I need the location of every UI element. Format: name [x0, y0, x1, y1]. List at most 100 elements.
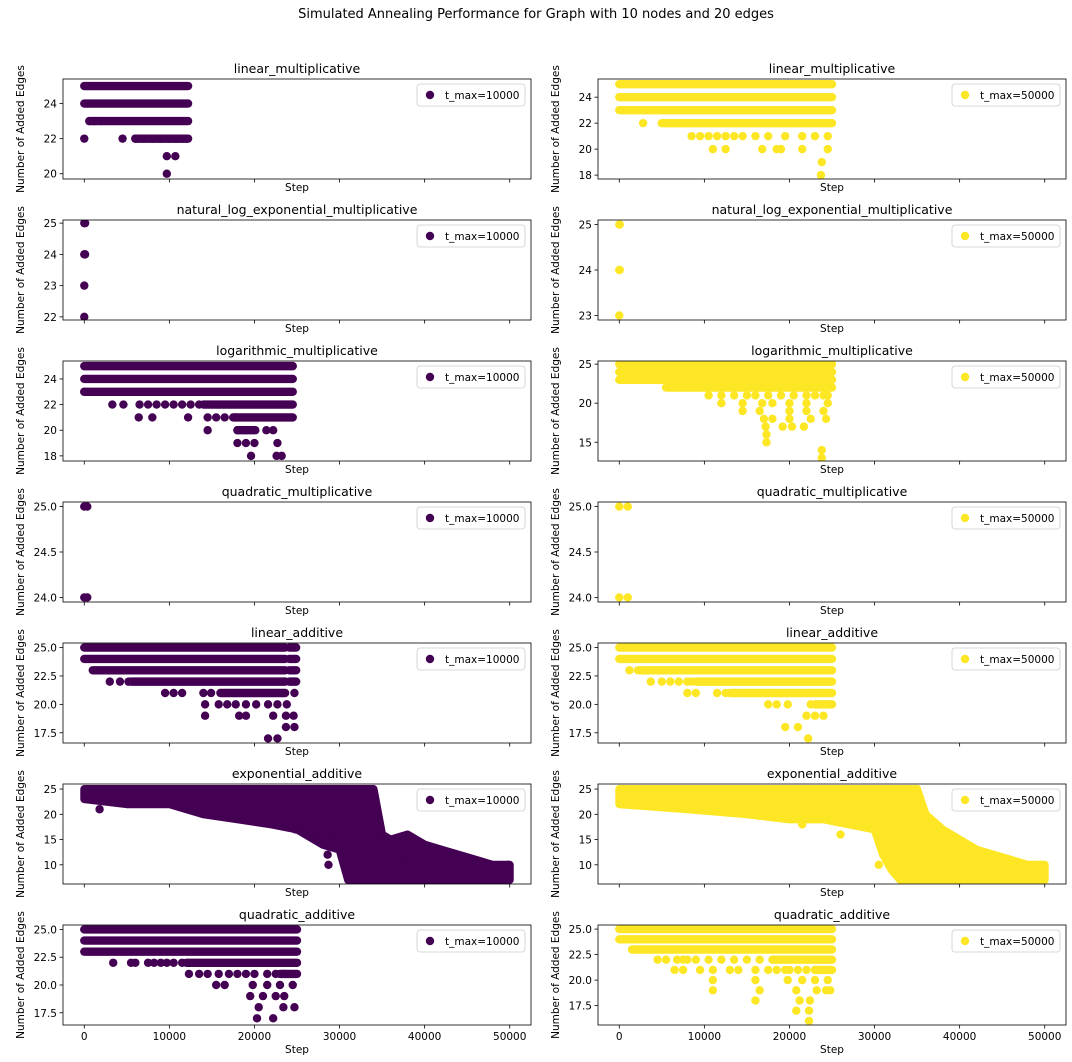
- subplot-title: quadratic_additive: [239, 907, 356, 922]
- scatter-point: [258, 991, 268, 1001]
- y-tick-label: 24: [44, 249, 58, 261]
- scatter-point: [826, 986, 835, 995]
- y-axis-label: Number of Added Edges: [15, 770, 27, 898]
- scatter-point: [169, 958, 178, 967]
- y-tick-label: 22.5: [34, 952, 57, 964]
- y-tick-label: 10: [44, 860, 57, 872]
- scatter-point: [781, 965, 790, 975]
- subplot-title: exponential_additive: [767, 766, 898, 781]
- x-tick-label: 0: [81, 1031, 88, 1043]
- scatter-point: [623, 593, 632, 602]
- scatter-point: [772, 700, 781, 709]
- x-tick-label: 50000: [1028, 1031, 1061, 1043]
- scatter-point: [194, 969, 204, 979]
- scatter-point: [799, 422, 809, 431]
- scatter-points: [80, 361, 297, 461]
- x-axis-label: Step: [820, 605, 844, 617]
- scatter-point: [823, 398, 832, 408]
- scatter-point: [836, 830, 845, 839]
- scatter-point: [177, 958, 187, 967]
- scatter-point: [246, 451, 256, 461]
- legend: t_max=10000: [416, 929, 526, 953]
- scatter-point: [793, 688, 803, 698]
- y-tick-label: 25.0: [34, 924, 57, 936]
- y-axis-label: Number of Added Edges: [15, 206, 27, 334]
- scatter-point: [484, 860, 493, 870]
- scatter-point: [708, 965, 718, 975]
- y-tick-label: 20.0: [34, 980, 57, 992]
- scatter-point: [301, 820, 310, 829]
- legend-label: t_max=50000: [980, 372, 1054, 384]
- scatter-point: [816, 170, 826, 179]
- subplot-title: quadratic_multiplicative: [222, 484, 373, 499]
- subplot-title: linear_multiplicative: [234, 61, 361, 76]
- scatter-point: [282, 700, 291, 709]
- scatter-point: [199, 688, 208, 698]
- scatter-point: [615, 265, 624, 275]
- scatter-point: [262, 426, 271, 435]
- scatter-point: [912, 870, 922, 880]
- x-tick-label: 10000: [153, 1031, 186, 1043]
- scatter-point: [171, 151, 180, 161]
- x-axis-label: Step: [820, 323, 844, 335]
- subplot-exponential-additive-t-max-50000: exponential_additive 10 15 20 25 Step Number o…: [550, 766, 1067, 899]
- scatter-point: [759, 414, 769, 424]
- subplot-quadratic-multiplicative-t-max-10000: quadratic_multiplicative 24.0 24.5 25.0 Step…: [15, 484, 532, 617]
- scatter-point: [124, 677, 133, 686]
- scatter-point: [798, 131, 807, 141]
- scatter-point: [80, 250, 90, 259]
- scatter-point: [263, 969, 272, 979]
- scatter-point: [90, 116, 99, 126]
- x-tick-label: 50000: [493, 1031, 526, 1043]
- x-axis-label: Step: [820, 887, 844, 899]
- subplot-quadratic-additive-t-max-10000: quadratic_additive 17.5 20.0 22.5 25.0 0 10000…: [15, 907, 532, 1056]
- scatter-point: [281, 711, 291, 720]
- scatter-point: [761, 422, 770, 431]
- legend: t_max=10000: [416, 647, 526, 671]
- scatter-point: [177, 400, 187, 409]
- legend-frame: [951, 365, 1061, 389]
- scatter-point: [134, 413, 143, 422]
- subplot-quadratic-multiplicative-t-max-50000: quadratic_multiplicative 24.0 24.5 25.0 Step…: [550, 484, 1067, 617]
- scatter-point: [691, 688, 701, 698]
- scatter-point: [268, 711, 278, 720]
- subplot-title: linear_additive: [251, 625, 343, 640]
- scatter-point-mass: [615, 785, 1049, 884]
- subplot-quadratic-additive-t-max-50000: quadratic_additive 17.5 20.0 22.5 25.0 0 10000…: [550, 907, 1067, 1056]
- subplot-linear-additive-t-max-50000: linear_additive 17.5 20.0 22.5 25.0 Step Numbe…: [550, 625, 1067, 758]
- scatter-point: [118, 134, 127, 143]
- scatter-point: [810, 711, 820, 720]
- legend-label: t_max=10000: [445, 513, 519, 525]
- scatter-point: [717, 391, 726, 400]
- scatter-point: [751, 131, 760, 141]
- y-tick-label: 22: [44, 312, 57, 324]
- scatter-point: [183, 413, 193, 422]
- scatter-point: [751, 965, 760, 975]
- scatter-point: [290, 1003, 299, 1012]
- legend-marker: [425, 795, 435, 805]
- figure-suptitle: Simulated Annealing Performance for Grap…: [298, 7, 774, 22]
- scatter-point: [729, 391, 739, 400]
- scatter-point: [785, 414, 794, 424]
- scatter-point: [263, 734, 273, 743]
- scatter-point: [234, 711, 244, 720]
- scatter-point: [109, 958, 118, 967]
- scatter-point: [874, 860, 883, 870]
- scatter-point: [291, 825, 300, 834]
- y-tick-label: 24: [579, 92, 593, 104]
- legend-frame: [416, 647, 526, 671]
- scatter-point: [712, 131, 722, 141]
- scatter-point: [200, 700, 210, 709]
- y-tick-label: 17.5: [569, 728, 592, 740]
- legend-frame: [416, 83, 526, 107]
- y-tick-label: 22: [579, 118, 592, 130]
- scatter-point: [119, 400, 128, 409]
- legend-frame: [416, 365, 526, 389]
- scatter-point: [817, 445, 826, 455]
- scatter-point: [194, 400, 204, 409]
- scatter-point: [206, 688, 216, 698]
- y-tick-label: 17.5: [34, 1008, 57, 1020]
- scatter-point: [246, 991, 255, 1001]
- scatter-point: [768, 688, 777, 698]
- scatter-point: [275, 980, 285, 990]
